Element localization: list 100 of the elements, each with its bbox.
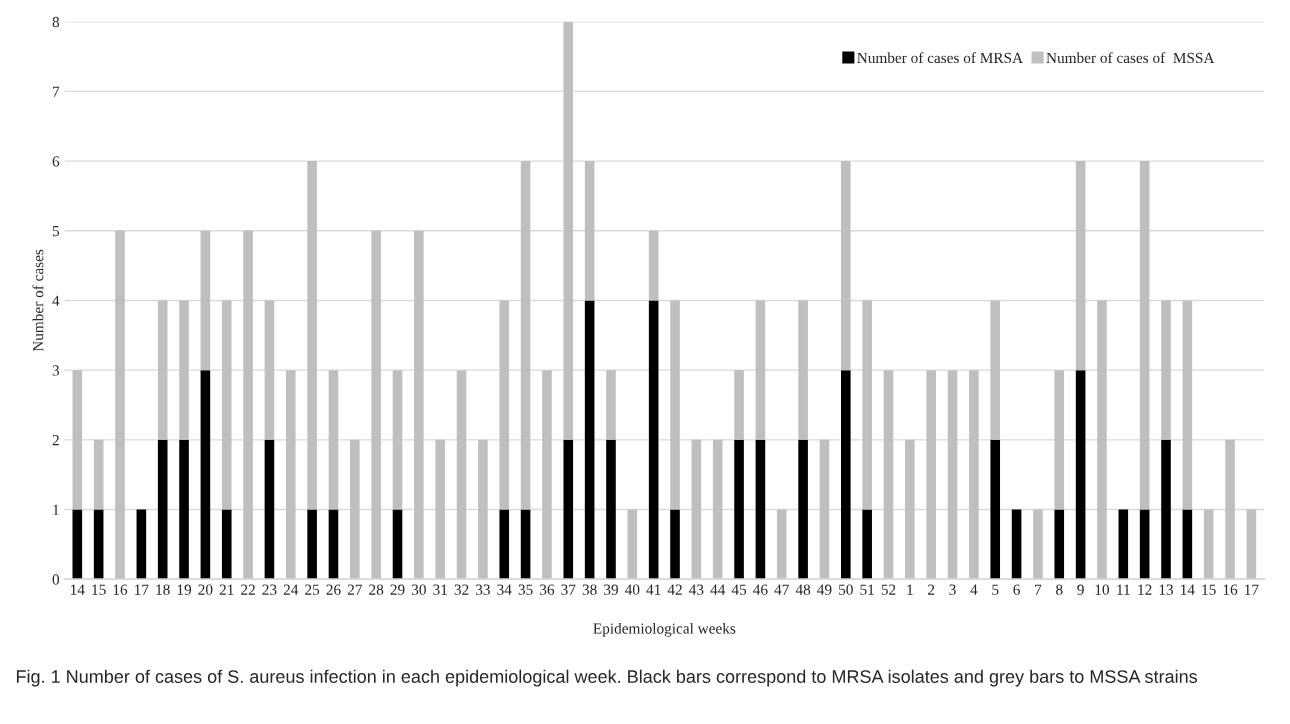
bar [307, 509, 317, 580]
bar [1139, 161, 1150, 510]
bar [200, 230, 211, 371]
bar [1054, 509, 1065, 580]
bar [734, 439, 744, 580]
bar [115, 230, 125, 580]
x-tick-label: 5 [992, 584, 999, 595]
x-tick-label: 40 [624, 584, 640, 595]
bar [990, 439, 1001, 580]
y-tick-label: 6 [52, 156, 60, 167]
x-tick-label: 37 [561, 584, 576, 595]
bar [93, 439, 104, 510]
x-tick-label: 4 [970, 584, 978, 595]
bar [798, 439, 808, 580]
x-tick-label: 46 [753, 584, 768, 595]
bar [798, 300, 808, 440]
x-tick-label: 14 [71, 584, 85, 595]
bar [755, 300, 766, 440]
bar [414, 230, 424, 580]
bar [179, 300, 189, 440]
x-tick-label: 12 [1138, 584, 1152, 595]
bar [606, 439, 616, 580]
bar [1011, 509, 1022, 580]
x-tick-label: 27 [347, 584, 363, 595]
bar [499, 509, 510, 580]
x-tick-label: 2 [928, 584, 935, 595]
bar [1161, 439, 1171, 580]
bar [862, 509, 872, 580]
x-tick-label: 15 [1202, 584, 1216, 595]
bar [627, 509, 638, 580]
x-tick-label: 43 [689, 584, 704, 595]
bar [520, 509, 531, 580]
x-tick-label: 18 [156, 584, 170, 595]
bar [264, 439, 275, 580]
x-tick-label: 36 [540, 584, 555, 595]
bar [883, 370, 894, 580]
bar [93, 509, 104, 580]
bar [243, 230, 253, 580]
x-tick-label: 45 [731, 584, 747, 595]
bar [648, 230, 659, 301]
bar [392, 370, 403, 510]
bar [1097, 300, 1107, 580]
bar [435, 439, 446, 580]
caption: Fig. 1 Number of cases of S. aureus infection in each epidemiological week. Black bars correspond to MRSA isolates and grey bars to MSSA strains [16, 669, 1198, 687]
x-tick-label: 17 [135, 584, 149, 595]
bar [563, 439, 574, 580]
bar [1182, 509, 1193, 580]
bar [905, 439, 915, 580]
x-tick-label: 52 [881, 584, 896, 595]
legend-label: Number of cases of MSSA [1046, 52, 1215, 64]
x-tick-label: 21 [219, 584, 234, 595]
bar [563, 21, 574, 440]
bar [776, 509, 787, 580]
bar [670, 300, 680, 510]
bar [648, 300, 659, 580]
x-tick-label: 10 [1095, 584, 1110, 595]
x-axis-title: Epidemiological weeks [593, 622, 736, 637]
bar [1139, 509, 1150, 580]
bar [755, 439, 766, 580]
bar [136, 509, 147, 580]
bar [1075, 161, 1086, 371]
x-tick-label: 34 [497, 584, 512, 595]
bar [72, 370, 83, 510]
x-tick-label: 30 [411, 584, 426, 595]
bar [1054, 370, 1065, 510]
bar [947, 370, 958, 580]
x-tick-label: 42 [667, 584, 682, 595]
bar [969, 370, 979, 580]
x-tick-label: 13 [1159, 584, 1174, 595]
x-tick-label: 6 [1013, 584, 1020, 595]
x-tick-label: 49 [817, 584, 832, 595]
y-tick-label: 0 [52, 574, 60, 585]
x-tick-label: 26 [326, 584, 341, 595]
bar [392, 509, 403, 580]
x-tick-label: 16 [113, 584, 128, 595]
bar [1075, 370, 1086, 580]
x-tick-label: 23 [262, 584, 277, 595]
x-tick-label: 47 [774, 584, 789, 595]
bar [862, 300, 872, 510]
bar [712, 439, 723, 580]
bar [1161, 300, 1171, 440]
x-tick-label: 14 [1181, 584, 1195, 595]
bar [734, 370, 744, 440]
bar [456, 370, 467, 580]
bar [1225, 439, 1235, 580]
x-tick-label: 22 [241, 584, 255, 595]
y-tick-label: 3 [52, 365, 60, 376]
bar [371, 230, 381, 580]
x-tick-label: 19 [177, 584, 192, 595]
bar [72, 509, 83, 580]
x-tick-label: 32 [454, 584, 469, 595]
x-tick-label: 24 [283, 584, 299, 595]
x-tick-label: 38 [582, 584, 597, 595]
bar [328, 370, 339, 510]
x-tick-label: 15 [92, 584, 106, 595]
bar [670, 509, 680, 580]
y-tick-label: 8 [52, 16, 60, 28]
x-tick-label: 1 [907, 584, 913, 595]
y-tick-label: 1 [53, 504, 59, 515]
bar [926, 370, 936, 580]
